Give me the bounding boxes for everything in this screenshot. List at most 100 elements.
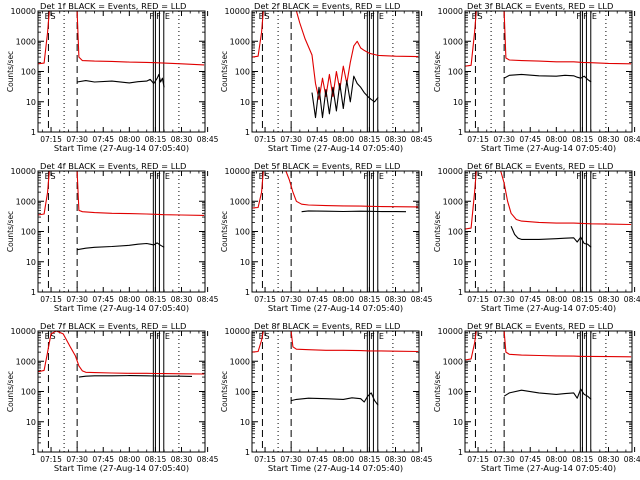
marker-label: F [149,172,154,181]
x-tick-label: 07:30 [493,295,515,304]
marker-label: E [165,332,170,341]
x-tick-label: 07:30 [280,135,302,144]
series-events-line [301,210,407,213]
y-tick-label: 1 [31,448,36,457]
marker-label: S [478,12,483,21]
plot-frame [251,10,420,133]
y-axis-label: Counts/sec [6,371,15,412]
x-tick-label: 08:00 [546,295,568,304]
panel-det-6: 1 10 100 1000 10000 07:15 07:30 07:45 08:00 08:15… [433,161,640,313]
x-tick-label: 07:15 [467,295,489,304]
marker-label: E [379,12,384,21]
marker-label: S [478,172,483,181]
y-tick-label: 10000 [11,327,36,336]
marker-label: E [592,12,597,21]
marker-label: F [583,332,588,341]
y-tick-label: 10000 [438,167,463,176]
x-tick-label: 07:30 [493,135,515,144]
marker-label: F [576,332,581,341]
x-tick-label: 07:45 [306,135,328,144]
x-tick-label: 08:30 [171,135,193,144]
marker-label: F [156,12,161,21]
x-tick-label: 07:30 [493,455,515,464]
y-tick-label: 1 [245,128,250,137]
x-tick-label: 08:15 [145,455,167,464]
series-lld-line [38,171,205,216]
plot-frame [37,170,206,293]
series-lld-line [465,11,632,67]
y-tick-label: 10000 [438,327,463,336]
y-axis-label: Counts/sec [220,371,229,412]
x-tick-label: 07:30 [66,455,88,464]
x-tick-label: 07:15 [467,135,489,144]
x-tick-label: 07:45 [306,455,328,464]
x-tick-label: 07:45 [306,295,328,304]
plot-frame [251,170,420,293]
x-tick-label: 07:30 [280,455,302,464]
marker-label: F [370,332,375,341]
x-tick-label: 08:00 [333,455,355,464]
series-group [465,11,632,83]
series-events-line [510,225,592,248]
marker-label: F [149,12,154,21]
marker-label: F [363,172,368,181]
y-tick-label: 10000 [225,327,250,336]
x-tick-label: 07:15 [254,295,276,304]
x-tick-label: 07:45 [519,135,541,144]
x-tick-label: 08:45 [411,135,433,144]
x-axis-label: Start Time (27-Aug-14 07:05:40) [54,463,189,473]
panel-title: Det 6f BLACK = Events, RED = LLD [467,161,613,171]
series-events-line [503,388,592,400]
x-tick-label: 08:15 [359,295,381,304]
marker-label: E [592,332,597,341]
y-tick-label: 1000 [443,197,463,206]
y-tick-label: 100 [448,228,463,237]
y-axis-label: Counts/sec [433,211,442,252]
x-tick-label: 08:00 [119,135,141,144]
panel-det-9: 1 10 100 1000 10000 07:15 07:30 07:45 08:00 08:15… [433,321,640,473]
series-group [465,331,632,400]
x-tick-label: 08:15 [359,455,381,464]
x-tick-label: 08:30 [171,455,193,464]
panel-det-8: 1 10 100 1000 10000 07:15 07:30 07:45 08:00 08:15… [220,321,433,473]
x-tick-label: 08:45 [624,135,640,144]
panel-det-2: 1 10 100 1000 10000 07:15 07:30 07:45 08:00 08:15… [220,1,433,153]
panel-det-5: 1 10 100 1000 10000 07:15 07:30 07:45 08:00 08:15… [220,161,433,313]
x-tick-label: 08:00 [546,135,568,144]
x-tick-label: 07:15 [40,295,62,304]
x-tick-label: 08:15 [145,295,167,304]
marker-label: E [472,12,477,21]
x-tick-label: 08:30 [385,455,407,464]
x-tick-label: 08:00 [119,455,141,464]
y-axis-label: Counts/sec [6,211,15,252]
y-tick-label: 100 [21,388,36,397]
x-tick-label: 08:00 [333,135,355,144]
y-axis-label: Counts/sec [433,51,442,92]
y-tick-label: 1 [245,288,250,297]
y-axis-label: Counts/sec [6,51,15,92]
plot-frame [464,10,633,133]
x-tick-label: 08:30 [171,295,193,304]
x-tick-label: 07:45 [519,455,541,464]
x-tick-label: 08:45 [624,455,640,464]
y-tick-label: 10000 [11,7,36,16]
marker-label: E [379,172,384,181]
x-tick-label: 07:45 [92,455,114,464]
y-tick-label: 1 [31,128,36,137]
marker-label: S [51,332,56,341]
marker-label: E [592,172,597,181]
series-events-line [77,242,165,251]
y-tick-label: 1000 [230,357,250,366]
marker-label: S [265,12,270,21]
x-tick-label: 07:30 [280,295,302,304]
series-group [465,171,632,248]
y-tick-label: 1 [245,448,250,457]
x-tick-label: 08:30 [385,295,407,304]
marker-label: E [259,172,264,181]
series-lld-line [252,171,419,209]
x-tick-label: 08:15 [572,135,594,144]
x-tick-label: 08:45 [197,295,219,304]
y-tick-label: 10 [26,258,36,267]
x-tick-label: 08:15 [359,135,381,144]
y-tick-label: 1000 [16,37,36,46]
